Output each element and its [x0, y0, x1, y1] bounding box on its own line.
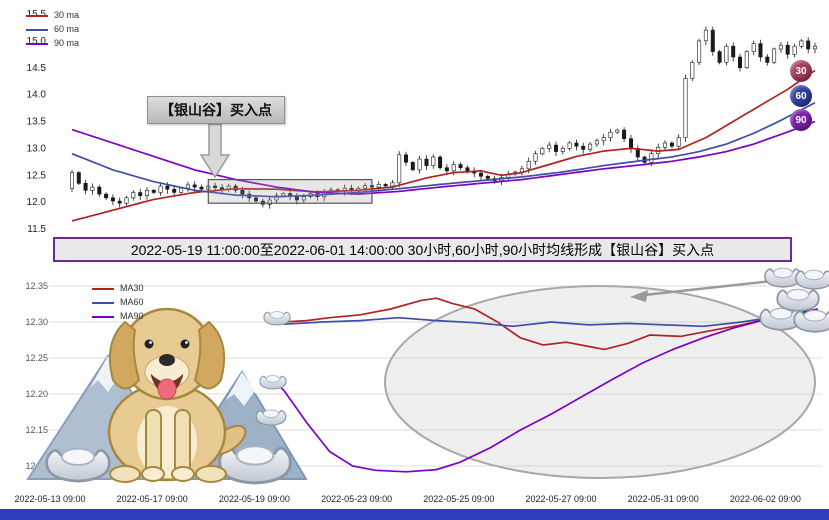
- line-swatch-icon: [92, 287, 114, 290]
- svg-text:11.5: 11.5: [27, 224, 46, 235]
- svg-text:2022-05-13 09:00: 2022-05-13 09:00: [14, 494, 85, 504]
- legend-item-60ma: 60 ma: [26, 24, 79, 35]
- svg-text:12.20: 12.20: [25, 389, 48, 399]
- silver-ingot-icon: [45, 447, 111, 483]
- buy-point-annotation: 【银山谷】买入点: [147, 96, 285, 124]
- legend-item-30ma: 30 ma: [26, 10, 79, 21]
- svg-text:2022-05-19 09:00: 2022-05-19 09:00: [219, 494, 290, 504]
- legend-label: 90 ma: [54, 38, 80, 48]
- svg-text:2022-06-02 09:00: 2022-06-02 09:00: [730, 494, 801, 504]
- svg-text:12.35: 12.35: [25, 281, 48, 291]
- legend-item-ma30: MA30: [92, 283, 144, 294]
- line-swatch-icon: [26, 42, 48, 45]
- svg-text:2022-05-25 09:00: 2022-05-25 09:00: [423, 494, 494, 504]
- legend-item-ma60: MA60: [92, 297, 144, 308]
- silver-ingot-icon: [218, 444, 292, 485]
- top-legend: 30 ma 60 ma 90 ma: [26, 10, 79, 49]
- line-swatch-icon: [26, 28, 48, 31]
- ma90-badge: 90: [790, 109, 812, 131]
- line-swatch-icon: [92, 315, 114, 318]
- line-swatch-icon: [26, 14, 48, 17]
- bottom-axis-labels: 12.3512.3012.2512.2012.1512.102022-05-13…: [14, 281, 800, 504]
- buy-zone-rectangle: [207, 179, 373, 204]
- svg-text:12.30: 12.30: [25, 317, 48, 327]
- svg-text:12.25: 12.25: [25, 353, 48, 363]
- legend-label: MA60: [120, 297, 144, 307]
- highlight-ellipse: [384, 285, 816, 479]
- legend-label: 30 ma: [54, 10, 80, 20]
- legend-item-90ma: 90 ma: [26, 38, 79, 49]
- line-swatch-icon: [92, 301, 114, 304]
- legend-label: MA90: [120, 311, 144, 321]
- silver-ingot-icon: [259, 374, 287, 390]
- svg-text:12.15: 12.15: [25, 425, 48, 435]
- down-arrow-icon: [199, 123, 231, 179]
- footer-bar: [0, 509, 829, 520]
- ma30-badge: 30: [790, 60, 812, 82]
- dog-illustration: [107, 307, 247, 483]
- silver-ingot-icon: [263, 310, 291, 326]
- svg-text:15.0: 15.0: [27, 36, 47, 47]
- legend-item-ma90: MA90: [92, 311, 144, 322]
- svg-text:2022-05-23 09:00: 2022-05-23 09:00: [321, 494, 392, 504]
- svg-text:2022-05-31 09:00: 2022-05-31 09:00: [628, 494, 699, 504]
- candlestick-series: [70, 26, 817, 209]
- bottom-legend: MA30 MA60 MA90: [92, 283, 144, 322]
- legend-label: 60 ma: [54, 24, 80, 34]
- svg-text:14.0: 14.0: [27, 90, 47, 101]
- silver-ingot-icon: [255, 409, 287, 426]
- svg-text:2022-05-27 09:00: 2022-05-27 09:00: [525, 494, 596, 504]
- svg-text:14.5: 14.5: [27, 63, 47, 74]
- period-summary-banner: 2022-05-19 11:00:00至2022-06-01 14:00:00 …: [53, 237, 792, 262]
- svg-text:12.5: 12.5: [27, 170, 47, 181]
- svg-text:13.0: 13.0: [27, 143, 47, 154]
- legend-label: MA30: [120, 283, 144, 293]
- silver-ingot-stack-icon: [759, 267, 829, 333]
- svg-text:13.5: 13.5: [27, 117, 47, 128]
- bottom-ma-lines: [268, 297, 819, 473]
- svg-text:12.0: 12.0: [27, 197, 47, 208]
- ma60-badge: 60: [790, 85, 812, 107]
- top-ma-lines: [71, 69, 816, 222]
- svg-text:2022-05-17 09:00: 2022-05-17 09:00: [117, 494, 188, 504]
- pointer-arrow-icon: [630, 279, 773, 302]
